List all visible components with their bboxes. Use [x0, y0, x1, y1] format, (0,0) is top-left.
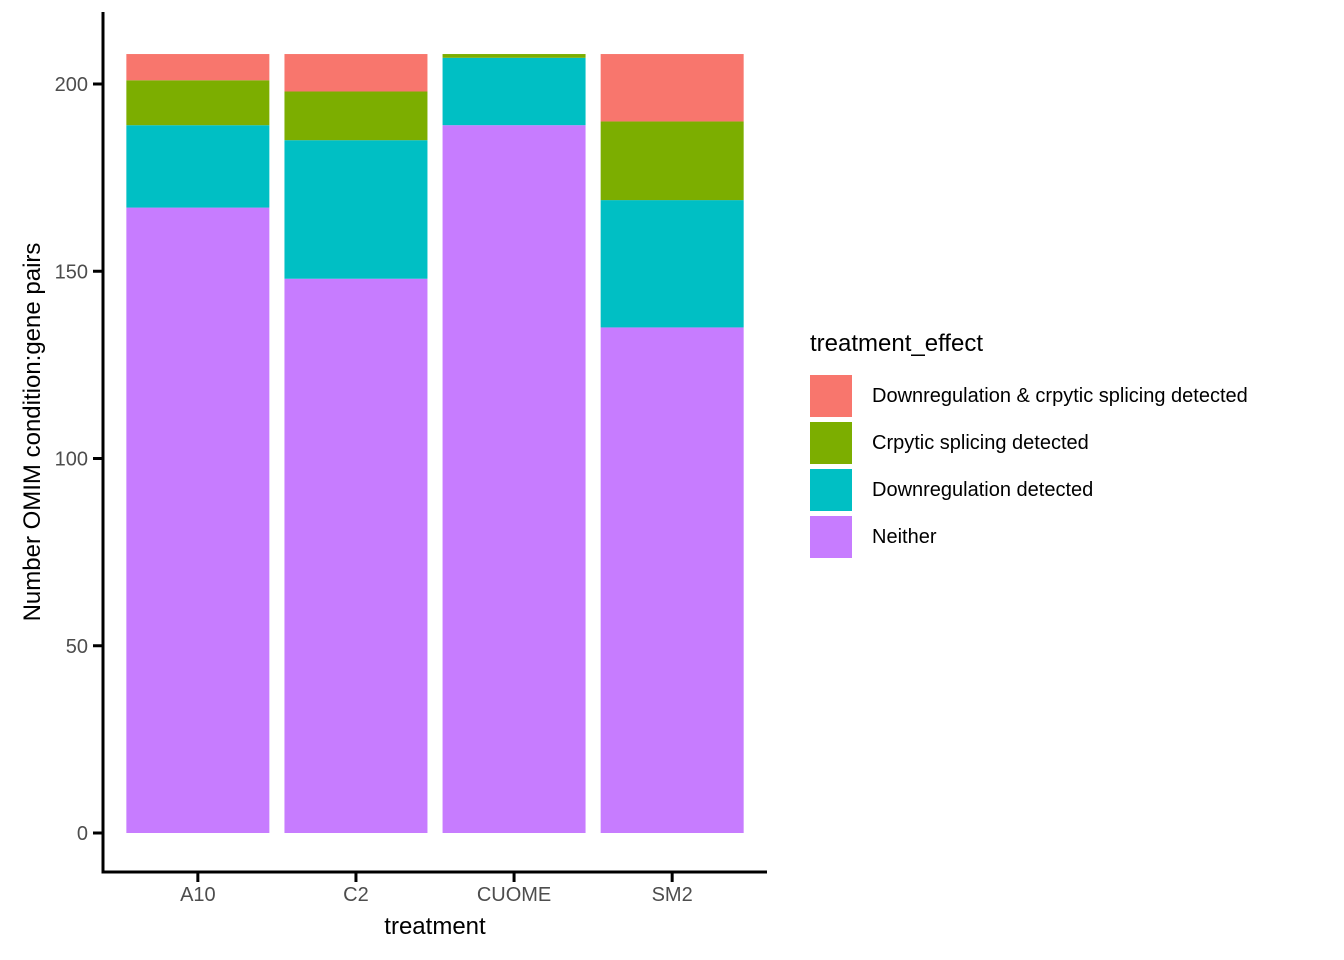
bar-segment-sm2 [600, 121, 744, 201]
legend-swatch [810, 516, 852, 558]
bar-segment-c2 [284, 278, 428, 833]
y-tick-label: 0 [77, 823, 88, 845]
y-tick-label: 50 [66, 636, 88, 658]
legend-swatch [810, 469, 852, 511]
x-axis-title: treatment [384, 913, 486, 940]
legend-item: Neither [810, 516, 1248, 558]
bar-segment-cuome [442, 57, 586, 126]
legend: treatment_effect Downregulation & crpyti… [810, 330, 1248, 563]
legend-item: Downregulation detected [810, 469, 1248, 511]
legend-item: Downregulation & crpytic splicing detect… [810, 375, 1248, 417]
legend-item: Crpytic splicing detected [810, 422, 1248, 464]
bar-segment-c2 [284, 91, 428, 141]
x-tick-label: A10 [180, 884, 216, 906]
bar-segment-cuome [442, 125, 586, 833]
y-axis-title: Number OMIM condition:gene pairs [19, 242, 46, 622]
bar-segment-c2 [284, 140, 428, 279]
y-tick-label: 100 [55, 449, 88, 471]
bar-segment-sm2 [600, 54, 744, 122]
x-tick-label: C2 [343, 884, 369, 906]
x-tick-label: CUOME [477, 884, 551, 906]
legend-title: treatment_effect [810, 330, 983, 357]
bar-segment-a10 [126, 125, 270, 208]
legend-items: Downregulation & crpytic splicing detect… [810, 375, 1248, 558]
y-tick-label: 150 [55, 261, 88, 283]
x-tick-label: SM2 [652, 884, 693, 906]
bar-segment-cuome [442, 54, 586, 58]
bar-segment-sm2 [600, 200, 744, 328]
bar-segment-a10 [126, 207, 270, 833]
bar-segment-a10 [126, 80, 270, 126]
legend-label: Crpytic splicing detected [872, 431, 1089, 454]
legend-swatch [810, 375, 852, 417]
legend-swatch [810, 422, 852, 464]
legend-label: Downregulation detected [872, 478, 1094, 501]
legend-label: Neither [872, 525, 937, 548]
bar-segment-a10 [126, 54, 270, 81]
bar-segment-c2 [284, 54, 428, 92]
legend-label: Downregulation & crpytic splicing detect… [872, 384, 1248, 407]
bar-segment-sm2 [600, 327, 744, 833]
y-tick-label: 200 [55, 74, 88, 96]
